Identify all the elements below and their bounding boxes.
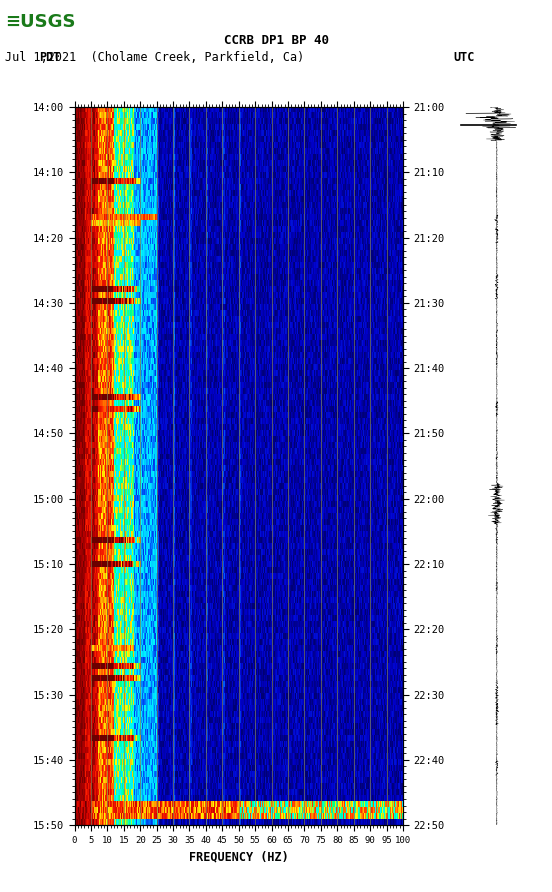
- Text: ≡USGS: ≡USGS: [6, 13, 76, 31]
- Text: CCRB DP1 BP 40: CCRB DP1 BP 40: [224, 34, 328, 46]
- Text: PDT: PDT: [39, 52, 60, 64]
- Text: UTC: UTC: [453, 52, 474, 64]
- X-axis label: FREQUENCY (HZ): FREQUENCY (HZ): [189, 850, 289, 863]
- Text: Jul 1,2021  (Cholame Creek, Parkfield, Ca): Jul 1,2021 (Cholame Creek, Parkfield, Ca…: [5, 52, 304, 64]
